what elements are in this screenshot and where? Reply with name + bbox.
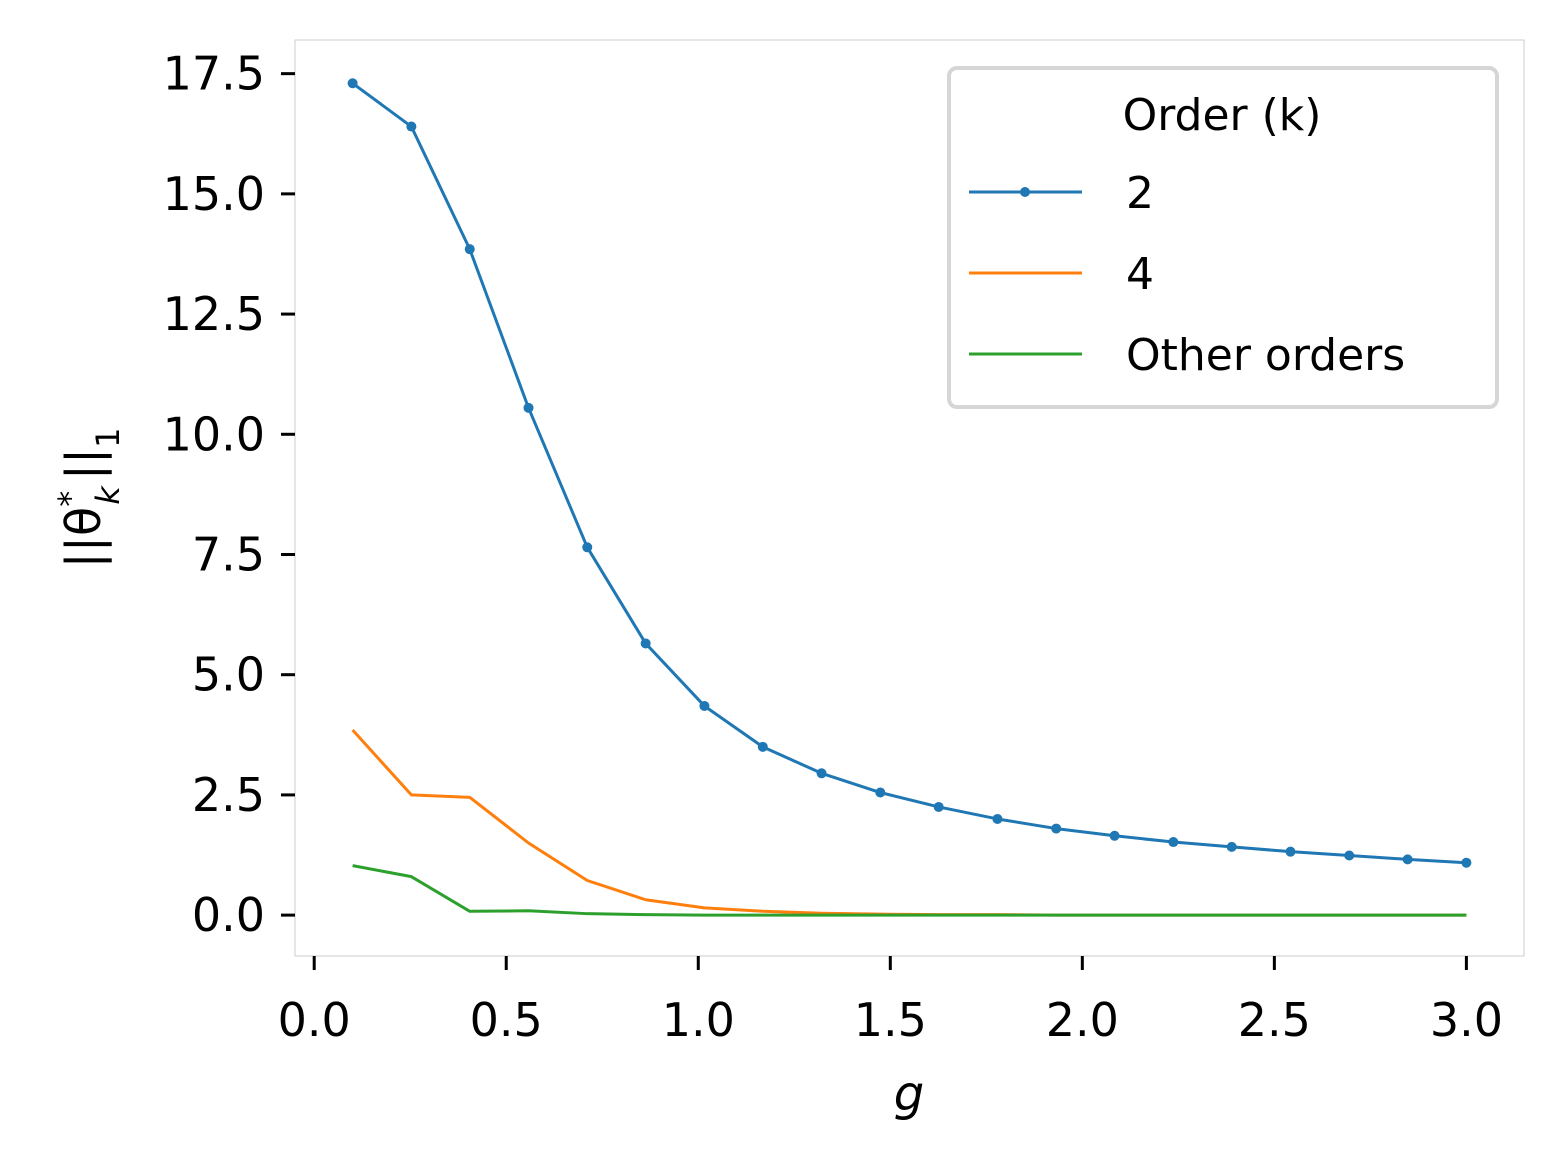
data-point bbox=[699, 700, 710, 711]
y-axis-label-sub: k bbox=[89, 485, 127, 505]
x-tick-label: 2.0 bbox=[1046, 993, 1119, 1047]
data-point bbox=[992, 813, 1003, 824]
y-tick-label: 7.5 bbox=[192, 527, 265, 581]
y-tick-label: 2.5 bbox=[192, 768, 265, 822]
x-tick-label: 1.5 bbox=[854, 993, 927, 1047]
data-point bbox=[1168, 837, 1179, 848]
legend-label: 4 bbox=[1126, 249, 1154, 300]
legend-label: 2 bbox=[1126, 168, 1154, 219]
series-line bbox=[351, 82, 1467, 865]
data-point bbox=[757, 741, 768, 752]
y-axis: 0.0 2.5 5.0 7.5 10.0 12.5 15.0 17.5 bbox=[163, 47, 295, 942]
x-tick-label: 3.0 bbox=[1430, 993, 1503, 1047]
data-point bbox=[464, 244, 475, 255]
data-point bbox=[1226, 841, 1237, 852]
series-layer bbox=[347, 78, 1472, 917]
y-tick-label: 0.0 bbox=[192, 888, 265, 942]
x-tick-label: 0.5 bbox=[470, 993, 543, 1047]
data-point bbox=[875, 787, 886, 798]
y-axis-label-tail-sub: 1 bbox=[89, 428, 127, 448]
series-line bbox=[352, 864, 1467, 917]
legend-marker bbox=[1020, 187, 1030, 197]
data-point bbox=[1109, 830, 1120, 841]
data-point bbox=[1051, 823, 1062, 834]
data-point bbox=[347, 78, 358, 89]
y-axis-label: ||θ*k ||1 bbox=[51, 428, 127, 569]
series-other-orders bbox=[352, 864, 1467, 917]
legend-label: Other orders bbox=[1126, 330, 1405, 381]
legend-entry: Other orders bbox=[969, 330, 1405, 381]
data-point bbox=[933, 801, 944, 812]
y-axis-label-base: ||θ bbox=[56, 507, 112, 569]
y-axis-label-tail: || bbox=[56, 448, 112, 480]
y-tick-label: 12.5 bbox=[163, 287, 265, 341]
data-point bbox=[640, 638, 651, 649]
legend-entry: 2 bbox=[969, 168, 1154, 219]
legend-entry: 4 bbox=[969, 249, 1154, 300]
y-tick-label: 10.0 bbox=[163, 407, 265, 461]
x-tick-label: 0.0 bbox=[278, 993, 351, 1047]
data-point bbox=[1461, 857, 1472, 868]
data-point bbox=[1344, 850, 1355, 861]
data-point bbox=[406, 121, 417, 132]
legend: Order (k) 2 4 Other orders bbox=[947, 66, 1499, 409]
y-axis-label-sup: * bbox=[51, 491, 89, 507]
x-tick-label: 1.0 bbox=[662, 993, 735, 1047]
x-axis-label: g bbox=[894, 1066, 924, 1122]
x-tick-label: 2.5 bbox=[1238, 993, 1311, 1047]
y-tick-label: 5.0 bbox=[192, 648, 265, 702]
x-axis: 0.0 0.5 1.0 1.5 2.0 2.5 3.0 bbox=[278, 956, 1503, 1047]
y-tick-label: 17.5 bbox=[163, 47, 265, 101]
data-point bbox=[582, 542, 593, 553]
legend-title: Order (k) bbox=[1123, 90, 1322, 141]
series-2 bbox=[347, 78, 1472, 868]
data-point bbox=[1285, 846, 1296, 857]
y-tick-label: 15.0 bbox=[163, 167, 265, 221]
data-point bbox=[523, 402, 534, 413]
legend-entries: 2 4 Other orders bbox=[969, 168, 1405, 381]
legend-box bbox=[947, 66, 1499, 409]
data-point bbox=[816, 768, 827, 779]
data-point bbox=[1402, 854, 1413, 865]
